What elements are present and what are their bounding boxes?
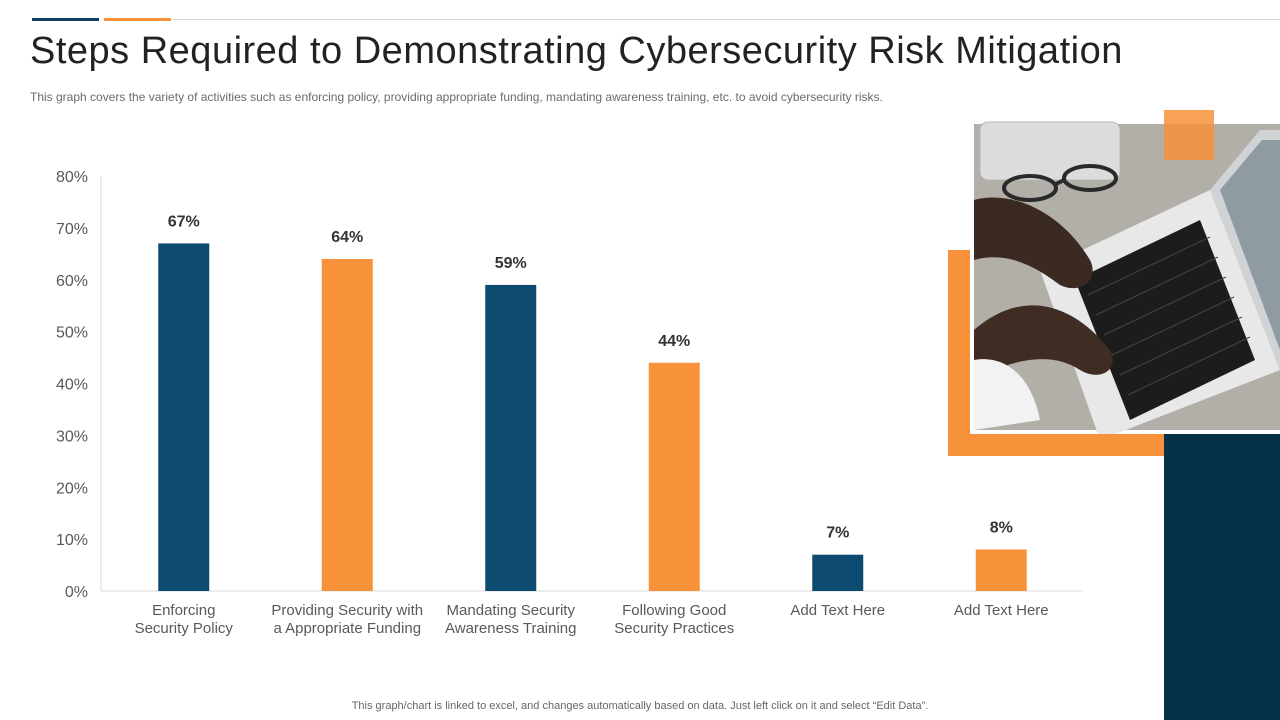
x-tick-label: Following Good <box>622 602 726 619</box>
data-label: 67% <box>168 213 200 230</box>
x-tick-label: Security Practices <box>614 620 734 637</box>
y-tick-label: 20% <box>56 480 88 497</box>
x-tick-label: Providing Security with <box>271 602 423 619</box>
laptop-icon <box>974 121 1280 434</box>
x-tick-label: Enforcing <box>152 602 215 619</box>
y-tick-label: 10% <box>56 532 88 549</box>
x-tick-label: Awareness Training <box>445 620 576 637</box>
data-label: 44% <box>658 333 690 350</box>
bar <box>812 554 864 591</box>
page-title: Steps Required to Demonstrating Cybersec… <box>30 30 1123 72</box>
y-tick-label: 30% <box>56 428 88 445</box>
data-label: 64% <box>331 229 363 246</box>
y-tick-label: 60% <box>56 273 88 290</box>
bar <box>158 243 210 591</box>
laptop-typing-photo <box>970 120 1280 434</box>
decorative-orange-square <box>1164 110 1214 160</box>
bar <box>975 549 1027 591</box>
y-tick-label: 50% <box>56 325 88 342</box>
bar <box>485 284 537 591</box>
bar-chart[interactable]: 0%10%20%30%40%50%60%70%80%67%EnforcingSe… <box>0 0 1100 660</box>
accent-line-orange <box>104 18 171 21</box>
decorative-navy-panel <box>1164 434 1280 720</box>
data-label: 8% <box>990 520 1013 537</box>
page-subtitle: This graph covers the variety of activit… <box>30 90 883 104</box>
data-label: 7% <box>826 525 849 542</box>
bar <box>321 259 373 591</box>
x-tick-label: Mandating Security <box>447 602 576 619</box>
y-tick-label: 80% <box>56 169 88 186</box>
data-label: 59% <box>495 255 527 272</box>
x-tick-label: Add Text Here <box>954 602 1049 619</box>
x-tick-label: Security Policy <box>135 620 234 637</box>
y-tick-label: 40% <box>56 377 88 394</box>
footer-note: This graph/chart is linked to excel, and… <box>351 700 929 712</box>
y-tick-label: 0% <box>65 584 88 601</box>
top-divider <box>172 19 1280 20</box>
bar <box>648 362 700 591</box>
accent-line-navy <box>32 18 99 21</box>
y-tick-label: 70% <box>56 221 88 238</box>
x-tick-label: a Appropriate Funding <box>273 620 421 637</box>
x-tick-label: Add Text Here <box>790 602 885 619</box>
